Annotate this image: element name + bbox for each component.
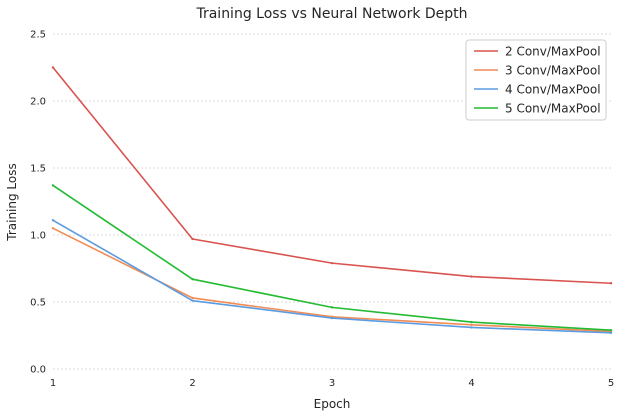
x-axis-label: Epoch: [314, 397, 351, 411]
data-point: [51, 184, 55, 187]
data-point: [330, 261, 334, 265]
data-point: [470, 275, 473, 278]
data-point: [51, 227, 55, 230]
chart-title: Training Loss vs Neural Network Depth: [195, 6, 467, 22]
y-tick-label: 2.0: [30, 97, 46, 108]
data-point: [330, 316, 334, 320]
y-tick-label: 0.5: [30, 298, 46, 309]
x-tick-label: 1: [50, 378, 56, 389]
legend-items: 2 Conv/MaxPool 3 Conv/MaxPool 4 Conv/MaxPo…: [474, 45, 601, 116]
series-lines: [51, 66, 613, 335]
x-tick-label: 5: [608, 378, 614, 389]
data-point: [191, 296, 194, 300]
series-group: [51, 66, 613, 285]
x-tick-label: 3: [329, 378, 335, 389]
data-point: [470, 326, 473, 329]
legend: 2 Conv/MaxPool 3 Conv/MaxPool 4 Conv/MaxPo…: [465, 39, 607, 121]
x-tick-label: 2: [189, 378, 195, 389]
y-axis-ticks: 0.0 0.5 1.0 1.5 2.0 2.5: [30, 30, 46, 376]
data-point: [191, 278, 194, 281]
data-point: [609, 331, 613, 335]
data-point: [51, 219, 55, 222]
y-tick-label: 0.0: [30, 365, 46, 376]
x-tick-label: 4: [468, 378, 474, 389]
legend-label: 5 Conv/MaxPool: [505, 102, 601, 116]
y-axis-label: Training Loss: [5, 163, 19, 241]
data-point: [191, 237, 194, 241]
legend-box: [465, 39, 607, 121]
data-point: [330, 306, 334, 309]
y-tick-label: 1.5: [30, 164, 46, 175]
legend-item: 4 Conv/MaxPool: [474, 83, 601, 97]
series-group: [51, 184, 613, 332]
data-point: [470, 320, 473, 324]
y-tick-label: 2.5: [30, 30, 46, 41]
y-tick-label: 1.0: [30, 231, 46, 242]
legend-label: 4 Conv/MaxPool: [505, 83, 601, 97]
data-point: [191, 299, 194, 302]
data-point: [470, 323, 473, 326]
data-point: [609, 328, 613, 332]
x-axis-ticks: 1 2 3 4 5: [50, 378, 614, 389]
legend-item: 5 Conv/MaxPool: [474, 102, 601, 116]
legend-item: 2 Conv/MaxPool: [474, 45, 601, 59]
data-point: [609, 282, 613, 285]
legend-item: 3 Conv/MaxPool: [474, 64, 601, 78]
series-group: [51, 219, 613, 335]
data-point: [51, 66, 55, 69]
legend-label: 3 Conv/MaxPool: [505, 64, 601, 78]
legend-label: 2 Conv/MaxPool: [505, 45, 601, 59]
